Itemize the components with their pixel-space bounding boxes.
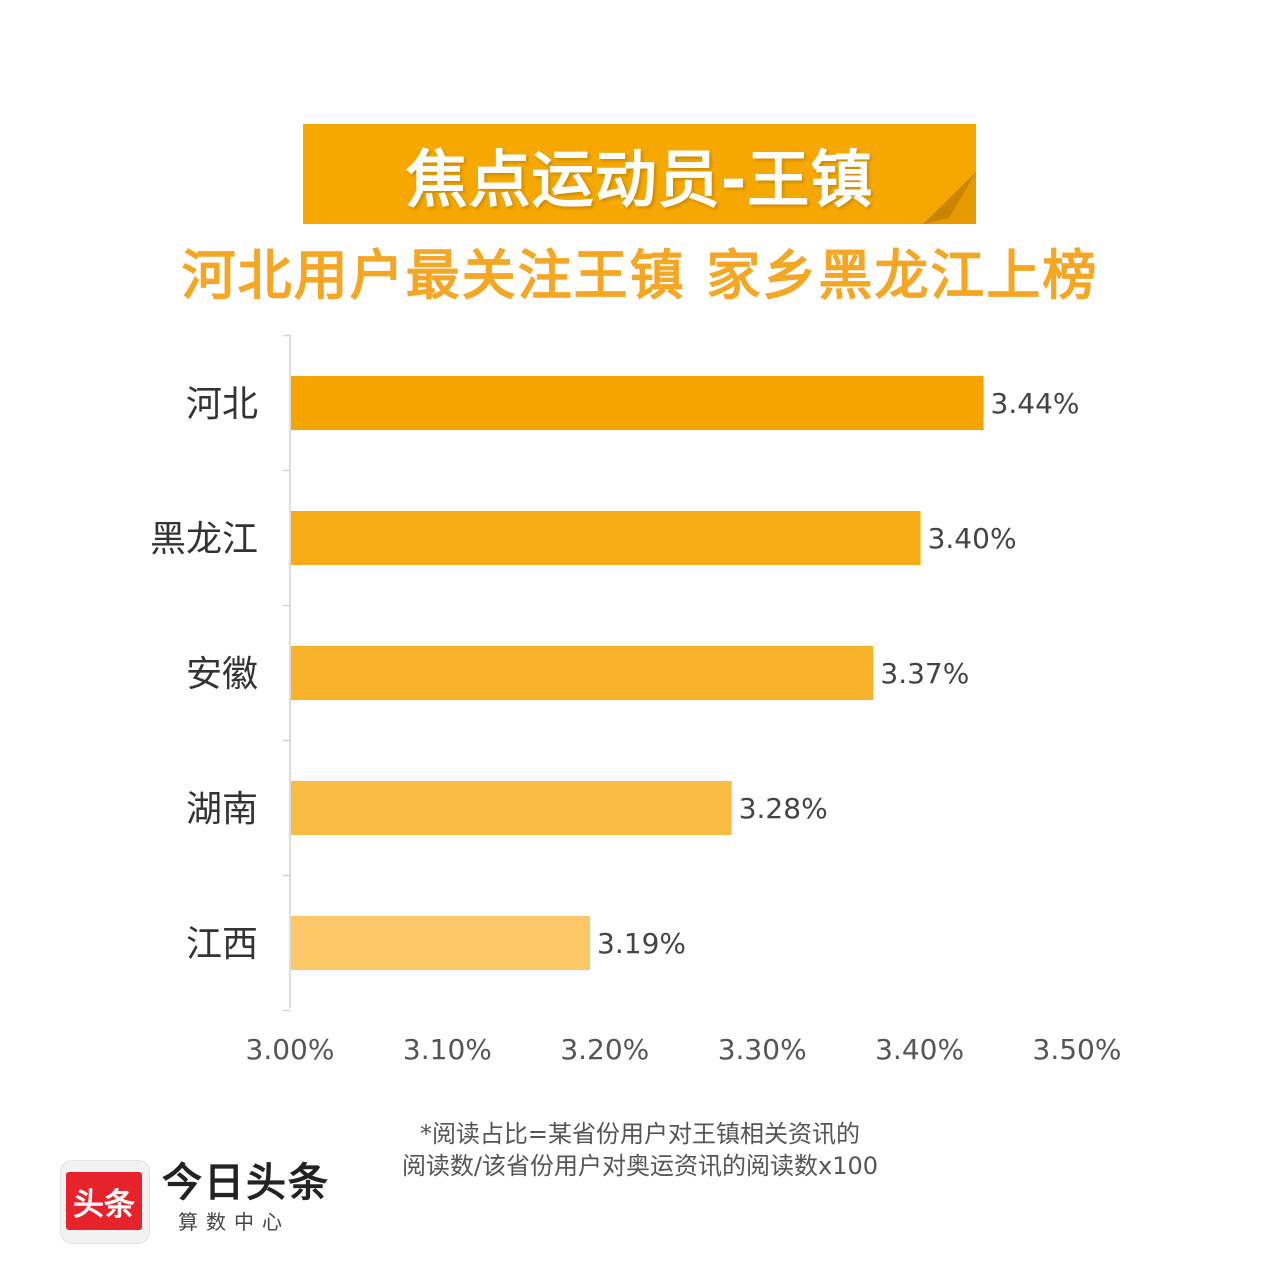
footnote-line-1: *阅读占比=某省份用户对王镇相关资讯的 [419,1120,861,1148]
x-tick-label: 3.40% [875,1033,964,1066]
bar-3 [291,646,874,700]
bar-5 [291,916,591,970]
x-tick-label: 3.10% [403,1033,492,1066]
x-tick-label: 3.30% [718,1033,807,1066]
footnote-line-2: 阅读数/该省份用户对奥运资讯的阅读数x100 [401,1152,879,1180]
value-label: 3.19% [597,927,686,960]
bar-1 [291,376,984,430]
logo-name: 今日头条 [162,1160,330,1206]
bar-chart: 河北 3.44% 黑龙江 3.40% 安徽 3.37% 湖南 3.28% 江西 3.19% 3.00… [150,334,1122,1066]
toutiao-logo-icon: 头条 [66,1172,142,1230]
banner-title: 焦点运动员-王镇 [405,143,874,216]
chart-subtitle: 河北用户最关注王镇 家乡黑龙江上榜 [181,244,1099,307]
category-label: 湖南 [186,789,258,830]
x-tick-label: 3.50% [1033,1033,1122,1066]
category-label: 黑龙江 [150,519,258,560]
x-tick-label: 3.20% [560,1033,649,1066]
value-label: 3.44% [991,387,1080,420]
category-label: 安徽 [186,654,258,695]
category-label: 河北 [186,384,258,425]
bar-4 [291,781,732,835]
value-label: 3.40% [928,522,1017,555]
category-label: 江西 [186,924,258,965]
footnote: *阅读占比=某省份用户对王镇相关资讯的 阅读数/该省份用户对奥运资讯的阅读数x1… [340,1118,940,1182]
value-label: 3.28% [739,792,828,825]
title-banner: 焦点运动员-王镇 [303,124,976,224]
value-label: 3.37% [880,657,969,690]
x-tick-label: 3.00% [246,1033,335,1066]
banner-fold-corner [923,172,976,224]
bar-2 [291,511,921,565]
logo-subtitle: 算数中心 [178,1210,290,1234]
